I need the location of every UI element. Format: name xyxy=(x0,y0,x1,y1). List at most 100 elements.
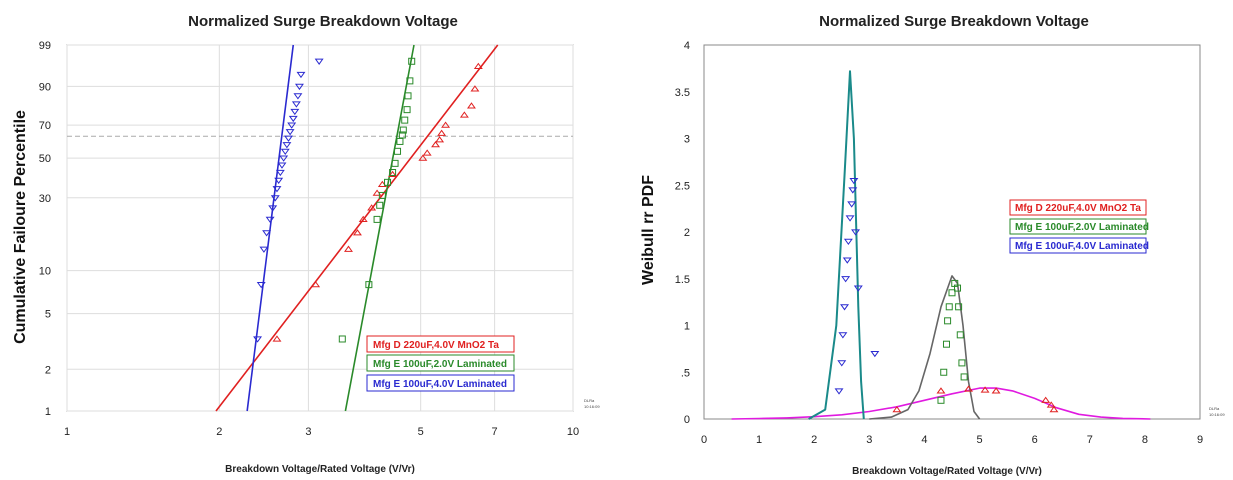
data-marker-series-2 xyxy=(956,331,964,339)
y-tick-labels: 1 2 5 10 30 50 70 90 99 xyxy=(39,40,51,418)
legend-box-series-1 xyxy=(1009,199,1147,216)
data-point-series-3 xyxy=(280,148,290,155)
data-marker-series-3 xyxy=(842,257,852,264)
data-marker-series-2 xyxy=(937,396,945,404)
data-point-series-3 xyxy=(275,169,285,177)
fit-lines xyxy=(215,44,499,412)
data-point-series-1 xyxy=(431,141,441,148)
data-point-series-3 xyxy=(277,162,287,169)
data-point-series-3 xyxy=(262,230,272,237)
y-tick-label: .5 xyxy=(681,367,690,379)
data-points xyxy=(253,57,483,343)
fit-line-series-3 xyxy=(246,44,295,412)
data-point-series-3 xyxy=(285,129,295,136)
data-marker-series-3 xyxy=(847,201,857,208)
data-point-series-1 xyxy=(437,129,447,136)
y-tick-label: 1 xyxy=(684,321,690,333)
y-tick-label: 2 xyxy=(45,364,51,376)
data-point-series-3 xyxy=(288,115,298,123)
data-point-series-3 xyxy=(256,282,266,289)
plot-frame xyxy=(703,44,1201,420)
weibull-pdf-plot: Normalized Surge Breakdown Voltage Weibu… xyxy=(617,0,1233,480)
data-marker-series-1 xyxy=(936,387,946,394)
legend-box-series-2 xyxy=(1009,218,1147,235)
legend-box-series-3 xyxy=(1009,237,1147,254)
data-point-series-1 xyxy=(352,229,362,236)
y-tick-label: 70 xyxy=(39,120,51,132)
data-marker-series-3 xyxy=(845,215,855,222)
data-marker-series-3 xyxy=(838,332,848,339)
data-point-series-2 xyxy=(403,106,411,114)
data-point-series-2 xyxy=(401,116,409,124)
x-tick-label: 7 xyxy=(1087,434,1093,446)
weibull-probability-plot-svg: Normalized Surge Breakdown Voltage Cumul… xyxy=(12,13,600,475)
data-marker-series-1 xyxy=(1046,401,1056,408)
data-marker-series-1 xyxy=(1041,396,1051,403)
data-point-series-1 xyxy=(466,102,476,109)
y-tick-label: 90 xyxy=(39,81,51,93)
data-point-series-1 xyxy=(459,111,469,118)
x-tick-label: 9 xyxy=(1197,434,1203,446)
legend: Mfg D 220uF,4.0V MnO2 Ta Mfg E 100uF,2.0… xyxy=(366,335,515,392)
legend-box-series-3 xyxy=(366,374,515,392)
data-marker-series-3 xyxy=(848,187,858,194)
data-point-series-2 xyxy=(406,77,414,85)
data-point-series-2 xyxy=(391,159,399,167)
y-tick-label: 2 xyxy=(684,227,690,239)
data-marker-series-3 xyxy=(870,350,880,358)
data-point-series-2 xyxy=(384,178,392,186)
data-marker-series-1 xyxy=(892,405,902,413)
data-point-series-3 xyxy=(282,142,292,149)
data-marker-series-3 xyxy=(834,388,844,395)
y-tick-label: 99 xyxy=(39,40,51,52)
data-point-series-3 xyxy=(279,155,289,162)
x-tick-label: 3 xyxy=(305,426,311,438)
data-point-series-1 xyxy=(311,280,321,288)
data-point-series-3 xyxy=(296,71,306,79)
x-tick-label: 5 xyxy=(418,426,424,438)
y-tick-label: 10 xyxy=(39,266,51,278)
data-point-series-2 xyxy=(396,137,404,145)
data-marker-series-1 xyxy=(964,385,974,392)
data-marker-series-3 xyxy=(849,177,859,185)
data-point-series-1 xyxy=(470,85,480,92)
data-point-series-1 xyxy=(435,136,445,143)
legend-label-series-2: Mfg E 100uF,2.0V Laminated xyxy=(1015,222,1149,233)
pdf-curve-series-2 xyxy=(869,275,981,420)
x-axis-label: Breakdown Voltage/Rated Voltage (V/Vr) xyxy=(852,466,1042,477)
data-point-series-2 xyxy=(404,92,412,100)
x-tick-label: 0 xyxy=(701,434,707,446)
stamp-line-2: 10:16:09 xyxy=(584,404,600,409)
data-point-series-1 xyxy=(473,62,483,69)
x-tick-label: 7 xyxy=(492,426,498,438)
x-tick-label: 1 xyxy=(756,434,762,446)
data-point-series-3 xyxy=(287,122,297,129)
y-tick-labels: 0 .5 1 1.5 2 2.5 3 3.5 4 xyxy=(675,40,690,426)
y-tick-label: 2.5 xyxy=(675,180,690,192)
data-marker-series-3 xyxy=(841,276,851,283)
x-tick-labels: 0 1 2 3 4 5 6 7 8 9 xyxy=(701,434,1203,446)
data-point-series-1 xyxy=(344,245,353,252)
data-point-series-2 xyxy=(373,215,381,223)
data-marker-series-3 xyxy=(840,304,850,311)
data-point-series-1 xyxy=(372,189,382,196)
x-tick-label: 10 xyxy=(567,426,579,438)
fit-line-series-2 xyxy=(344,44,415,412)
data-point-series-1 xyxy=(272,335,282,342)
weibull-pdf-plot-svg: Normalized Surge Breakdown Voltage Weibu… xyxy=(640,13,1225,477)
data-point-series-1 xyxy=(388,170,398,178)
data-point-series-2 xyxy=(408,57,416,65)
data-point-series-2 xyxy=(378,191,386,199)
data-marker-series-2 xyxy=(954,284,962,292)
x-tick-labels: 1 2 3 5 7 10 xyxy=(64,426,579,438)
data-point-series-3 xyxy=(253,336,263,343)
y-tick-label: 30 xyxy=(39,193,51,205)
data-marker-series-2 xyxy=(942,340,950,348)
x-tick-label: 6 xyxy=(1032,434,1038,446)
legend-label-series-2: Mfg E 100uF,2.0V Laminated xyxy=(373,359,507,370)
weibull-probability-plot: Normalized Surge Breakdown Voltage Cumul… xyxy=(0,0,616,480)
x-tick-label: 1 xyxy=(64,426,70,438)
data-marker-series-3 xyxy=(851,229,861,236)
data-marker-series-1 xyxy=(1049,405,1059,413)
data-point-series-1 xyxy=(418,154,428,161)
